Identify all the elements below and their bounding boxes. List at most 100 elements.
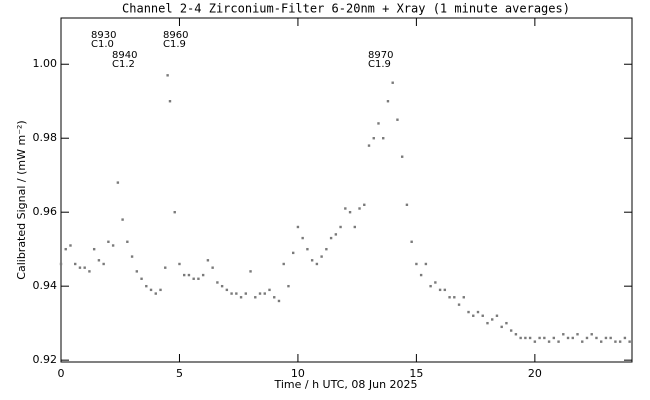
data-point xyxy=(306,247,309,251)
data-point xyxy=(386,100,390,103)
data-point xyxy=(505,321,508,325)
data-point xyxy=(524,336,527,340)
y-tick-label: 0.94 xyxy=(33,279,58,292)
data-point xyxy=(434,281,437,284)
x-tick-label: 0 xyxy=(58,367,65,380)
data-point xyxy=(528,336,532,340)
data-point xyxy=(268,288,271,292)
data-point xyxy=(604,336,608,340)
data-point xyxy=(102,262,105,266)
data-point xyxy=(178,262,181,266)
data-point xyxy=(623,336,627,340)
x-tick-label: 15 xyxy=(409,367,423,380)
data-point xyxy=(443,288,447,292)
data-point xyxy=(410,240,413,243)
data-point xyxy=(230,292,233,295)
data-point xyxy=(419,273,423,277)
data-point xyxy=(173,210,176,214)
data-point xyxy=(258,292,262,295)
flare-annotation: C1.9 xyxy=(368,59,391,70)
data-point xyxy=(424,262,428,266)
data-point xyxy=(476,310,480,314)
data-point xyxy=(154,292,157,295)
data-point xyxy=(614,340,617,343)
data-point xyxy=(344,207,347,210)
data-point xyxy=(396,118,399,121)
data-point xyxy=(353,225,356,229)
data-point xyxy=(571,336,574,340)
flare-annotation: 8940 xyxy=(112,50,137,61)
data-point xyxy=(377,122,380,125)
data-point xyxy=(296,225,300,229)
data-point xyxy=(462,296,465,299)
data-point xyxy=(315,262,319,266)
data-point xyxy=(116,181,120,184)
data-point xyxy=(552,336,556,340)
data-point xyxy=(126,240,129,243)
data-point xyxy=(140,277,143,280)
plot-frame xyxy=(60,17,633,363)
y-tick-label: 0.96 xyxy=(33,205,58,218)
data-point xyxy=(159,288,162,292)
data-point xyxy=(244,292,248,295)
x-tick-label: 10 xyxy=(291,367,305,380)
data-point xyxy=(263,292,266,295)
data-point xyxy=(481,314,484,317)
data-point xyxy=(590,333,593,336)
data-point xyxy=(273,296,276,299)
x-tick-label: 20 xyxy=(528,367,542,380)
data-point xyxy=(320,255,323,258)
data-point xyxy=(211,266,214,269)
data-point xyxy=(372,137,375,140)
data-point xyxy=(130,255,134,258)
data-point xyxy=(92,247,96,251)
flare-annotation: 8960 xyxy=(163,30,188,41)
data-point xyxy=(74,262,77,266)
y-tick-label: 0.92 xyxy=(33,353,58,366)
data-point xyxy=(547,340,551,343)
data-point xyxy=(400,155,404,158)
data-point xyxy=(467,310,470,314)
data-point xyxy=(557,340,560,343)
data-point xyxy=(405,203,409,206)
data-point xyxy=(59,262,63,266)
data-point xyxy=(391,81,394,84)
flare-annotation: C1.9 xyxy=(163,39,186,50)
data-point xyxy=(206,259,210,262)
data-point xyxy=(216,281,219,284)
data-point xyxy=(429,284,432,288)
data-point xyxy=(197,277,200,280)
data-point xyxy=(348,210,352,214)
y-tick-label: 1.00 xyxy=(33,57,58,70)
data-point xyxy=(543,336,546,340)
flare-annotation: C1.0 xyxy=(91,39,114,50)
data-point xyxy=(111,244,115,247)
data-point xyxy=(291,251,295,255)
data-point xyxy=(239,296,243,299)
data-point xyxy=(277,299,281,303)
data-point xyxy=(135,270,139,273)
chart-title: Channel 2-4 Zirconium-Filter 6-20nm + Xr… xyxy=(122,2,570,16)
data-point xyxy=(500,325,503,329)
data-point xyxy=(448,296,451,299)
data-point xyxy=(576,333,579,336)
flare-annotation: C1.2 xyxy=(112,59,135,70)
data-point xyxy=(457,303,461,306)
data-point xyxy=(149,288,153,292)
data-point xyxy=(64,247,67,251)
data-point xyxy=(329,236,333,240)
data-point xyxy=(595,336,598,340)
data-point xyxy=(310,259,314,262)
data-point xyxy=(415,262,418,266)
data-point xyxy=(325,247,328,251)
data-point xyxy=(282,262,285,266)
data-point xyxy=(438,288,442,292)
data-point xyxy=(83,266,86,269)
data-point xyxy=(164,266,167,269)
data-point xyxy=(538,336,541,340)
data-point xyxy=(225,288,229,292)
data-point xyxy=(599,340,603,343)
flare-annotation: 8930 xyxy=(91,30,116,41)
data-point xyxy=(609,336,612,340)
